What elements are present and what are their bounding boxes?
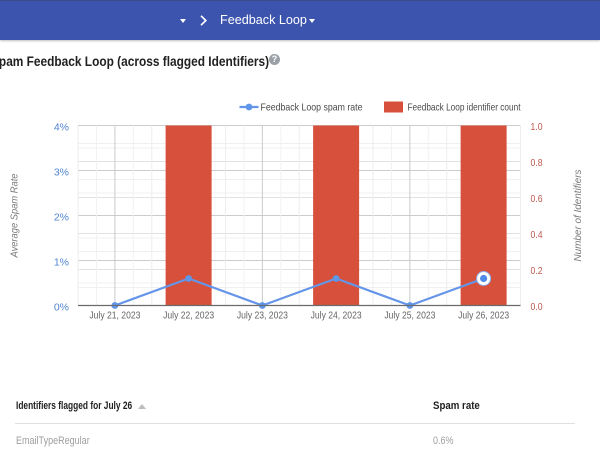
svg-text:July 23, 2023: July 23, 2023	[237, 310, 288, 322]
svg-text:0.8: 0.8	[531, 157, 543, 169]
svg-text:0%: 0%	[54, 301, 69, 313]
svg-text:July 22, 2023: July 22, 2023	[163, 310, 214, 322]
svg-text:July 21, 2023: July 21, 2023	[89, 310, 140, 322]
svg-text:Number of Identifiers: Number of Identifiers	[572, 169, 584, 262]
svg-text:2%: 2%	[54, 211, 69, 223]
svg-text:Feedback Loop identifier count: Feedback Loop identifier count	[408, 102, 521, 114]
svg-text:0.4: 0.4	[531, 229, 543, 241]
svg-text:0.2: 0.2	[531, 265, 543, 277]
svg-text:July 26, 2023: July 26, 2023	[458, 310, 509, 322]
svg-text:4%: 4%	[54, 121, 69, 133]
svg-text:July 25, 2023: July 25, 2023	[384, 310, 435, 322]
svg-text:July 24, 2023: July 24, 2023	[311, 310, 362, 322]
svg-text:0.0: 0.0	[531, 301, 543, 313]
svg-text:0.6: 0.6	[531, 193, 543, 205]
svg-text:3%: 3%	[54, 166, 69, 178]
svg-text:Average Spam Rate: Average Spam Rate	[9, 173, 21, 258]
svg-text:1%: 1%	[54, 256, 69, 268]
svg-text:1.0: 1.0	[531, 121, 543, 133]
svg-text:Feedback Loop spam rate: Feedback Loop spam rate	[261, 102, 363, 114]
